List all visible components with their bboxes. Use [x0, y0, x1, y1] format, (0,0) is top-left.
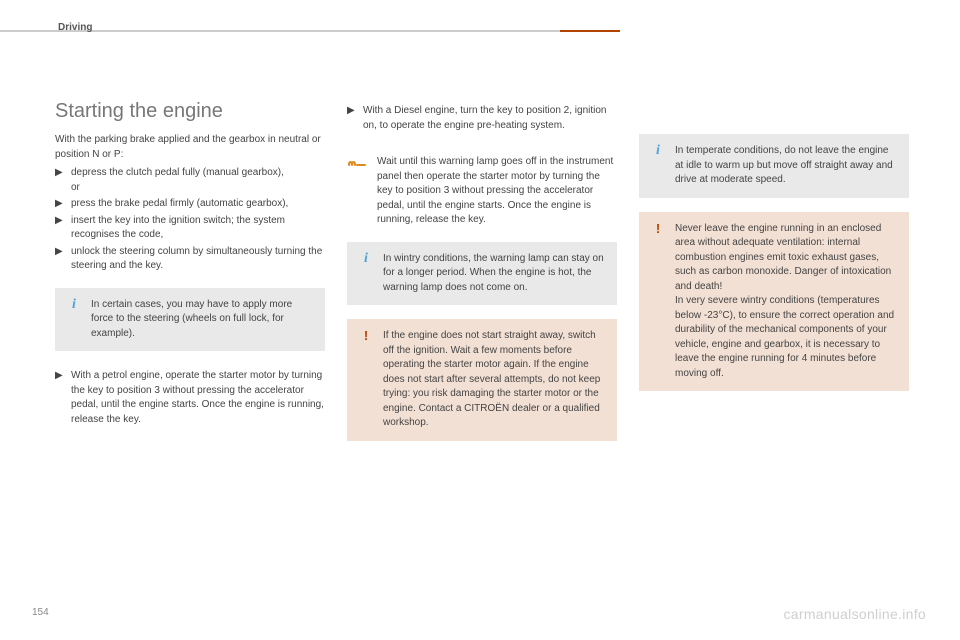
- preheat-note: Wait until this warning lamp goes off in…: [347, 155, 617, 228]
- content-columns: Starting the engine With the parking bra…: [55, 100, 920, 441]
- info-box-steering: i In certain cases, you may have to appl…: [55, 288, 325, 352]
- bullet-item: ▶ press the brake pedal firmly (automati…: [55, 197, 325, 212]
- bullet-item: ▶ depress the clutch pedal fully (manual…: [55, 166, 325, 181]
- warning-text: If the engine does not start straight aw…: [383, 329, 605, 431]
- bullet-icon: ▶: [347, 104, 357, 133]
- header-rule-accent: [560, 30, 620, 32]
- bullet-item: ▶ With a petrol engine, operate the star…: [55, 369, 325, 427]
- bullet-icon: ▶: [55, 197, 65, 212]
- bullet-text: depress the clutch pedal fully (manual g…: [71, 166, 325, 181]
- watermark: carmanualsonline.info: [784, 606, 927, 622]
- bullet-list-1: ▶ depress the clutch pedal fully (manual…: [55, 166, 325, 274]
- column-2: ▶ With a Diesel engine, turn the key to …: [347, 100, 617, 441]
- warning-box-start-fail: ! If the engine does not start straight …: [347, 319, 617, 441]
- warning-text: Never leave the engine running in an enc…: [675, 222, 897, 382]
- page-title: Starting the engine: [55, 100, 325, 123]
- column-3: i In temperate conditions, do not leave …: [639, 134, 909, 441]
- page: Driving Starting the engine With the par…: [0, 0, 960, 640]
- warning-icon: !: [651, 222, 665, 382]
- section-heading: Driving: [58, 22, 92, 33]
- info-text: In wintry conditions, the warning lamp c…: [383, 252, 605, 296]
- bullet-icon: ▶: [55, 214, 65, 243]
- bullet-icon: ▶: [55, 369, 65, 427]
- bullet-text: press the brake pedal firmly (automatic …: [71, 197, 325, 212]
- intro-text: With the parking brake applied and the g…: [55, 133, 325, 162]
- preheat-text: Wait until this warning lamp goes off in…: [377, 155, 617, 228]
- bullet-item: ▶ unlock the steering column by simultan…: [55, 245, 325, 274]
- bullet-item: ▶ insert the key into the ignition switc…: [55, 214, 325, 243]
- warning-icon: !: [359, 329, 373, 431]
- info-icon: i: [359, 252, 373, 296]
- page-number: 154: [32, 607, 49, 618]
- column-1: Starting the engine With the parking bra…: [55, 100, 325, 441]
- or-text: or: [71, 181, 325, 196]
- bullet-text: insert the key into the ignition switch;…: [71, 214, 325, 243]
- bullet-list-2: ▶ With a petrol engine, operate the star…: [55, 369, 325, 427]
- bullet-text: With a Diesel engine, turn the key to po…: [363, 104, 617, 133]
- info-text: In temperate conditions, do not leave th…: [675, 144, 897, 188]
- warning-box-enclosed: ! Never leave the engine running in an e…: [639, 212, 909, 392]
- bullet-text: With a petrol engine, operate the starte…: [71, 369, 325, 427]
- bullet-list-3: ▶ With a Diesel engine, turn the key to …: [347, 104, 617, 133]
- info-box-wintry: i In wintry conditions, the warning lamp…: [347, 242, 617, 306]
- info-icon: i: [651, 144, 665, 188]
- info-icon: i: [67, 298, 81, 342]
- bullet-icon: ▶: [55, 245, 65, 274]
- bullet-item: ▶ With a Diesel engine, turn the key to …: [347, 104, 617, 133]
- bullet-text: unlock the steering column by simultaneo…: [71, 245, 325, 274]
- info-text: In certain cases, you may have to apply …: [91, 298, 313, 342]
- preheat-icon: [347, 155, 367, 228]
- info-box-temperate: i In temperate conditions, do not leave …: [639, 134, 909, 198]
- bullet-icon: ▶: [55, 166, 65, 181]
